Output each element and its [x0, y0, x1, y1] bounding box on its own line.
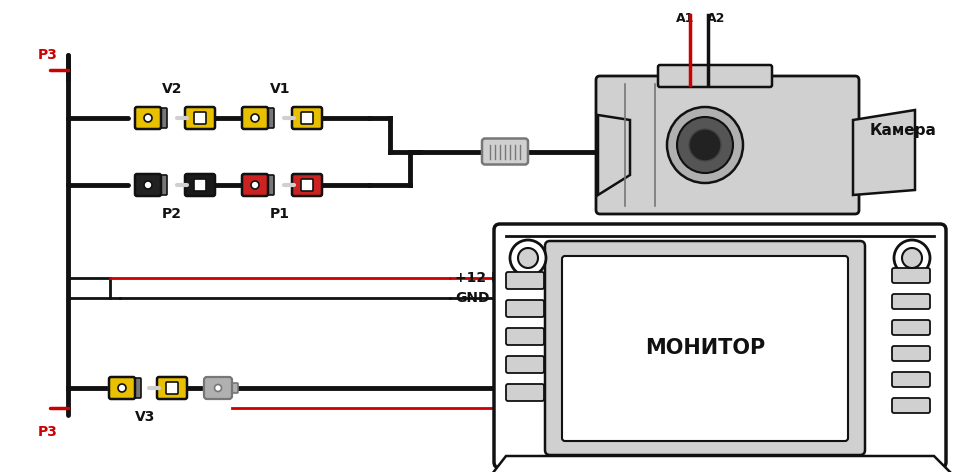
FancyBboxPatch shape — [892, 268, 930, 283]
FancyBboxPatch shape — [185, 174, 215, 196]
FancyBboxPatch shape — [135, 107, 161, 129]
FancyBboxPatch shape — [292, 107, 322, 129]
Text: +12 В: +12 В — [455, 271, 502, 285]
FancyBboxPatch shape — [892, 346, 930, 361]
FancyBboxPatch shape — [109, 377, 135, 399]
FancyBboxPatch shape — [292, 174, 322, 196]
Circle shape — [251, 114, 259, 122]
FancyBboxPatch shape — [506, 384, 544, 401]
FancyBboxPatch shape — [494, 224, 946, 468]
FancyBboxPatch shape — [301, 179, 313, 191]
FancyBboxPatch shape — [545, 241, 865, 455]
Text: GND: GND — [455, 291, 490, 305]
FancyBboxPatch shape — [204, 377, 232, 399]
Circle shape — [894, 240, 930, 276]
FancyBboxPatch shape — [265, 175, 274, 195]
FancyBboxPatch shape — [228, 383, 238, 393]
Text: P1: P1 — [270, 207, 290, 221]
FancyBboxPatch shape — [506, 300, 544, 317]
FancyBboxPatch shape — [157, 377, 187, 399]
Text: V2: V2 — [161, 82, 182, 96]
FancyBboxPatch shape — [892, 320, 930, 335]
FancyBboxPatch shape — [892, 294, 930, 309]
FancyBboxPatch shape — [185, 107, 215, 129]
FancyBboxPatch shape — [596, 76, 859, 214]
Polygon shape — [598, 115, 630, 195]
FancyBboxPatch shape — [506, 272, 544, 289]
Circle shape — [251, 181, 259, 189]
FancyBboxPatch shape — [166, 382, 178, 394]
Text: V1: V1 — [270, 82, 290, 96]
Text: P3: P3 — [38, 425, 58, 439]
FancyBboxPatch shape — [158, 175, 167, 195]
Text: A2: A2 — [707, 12, 725, 25]
FancyBboxPatch shape — [132, 378, 141, 398]
Circle shape — [214, 385, 222, 391]
Polygon shape — [853, 110, 915, 195]
Circle shape — [689, 129, 721, 161]
Text: P3: P3 — [38, 48, 58, 62]
FancyBboxPatch shape — [301, 112, 313, 124]
FancyBboxPatch shape — [482, 138, 528, 165]
Text: МОНИТОР: МОНИТОР — [645, 338, 765, 359]
Polygon shape — [492, 456, 952, 472]
FancyBboxPatch shape — [242, 107, 268, 129]
Text: A1: A1 — [676, 12, 694, 25]
FancyBboxPatch shape — [194, 112, 206, 124]
Circle shape — [667, 107, 743, 183]
FancyBboxPatch shape — [892, 372, 930, 387]
Circle shape — [677, 117, 733, 173]
FancyBboxPatch shape — [658, 65, 772, 87]
Text: Камера: Камера — [870, 123, 937, 137]
FancyBboxPatch shape — [506, 328, 544, 345]
FancyBboxPatch shape — [265, 108, 274, 128]
FancyBboxPatch shape — [892, 398, 930, 413]
FancyBboxPatch shape — [506, 356, 544, 373]
FancyBboxPatch shape — [135, 174, 161, 196]
Circle shape — [518, 248, 538, 268]
FancyBboxPatch shape — [194, 179, 206, 191]
Circle shape — [510, 240, 546, 276]
FancyBboxPatch shape — [242, 174, 268, 196]
Text: V3: V3 — [134, 410, 156, 424]
Circle shape — [144, 114, 152, 122]
FancyBboxPatch shape — [562, 256, 848, 441]
Circle shape — [118, 384, 126, 392]
Circle shape — [144, 181, 152, 189]
FancyBboxPatch shape — [158, 108, 167, 128]
Circle shape — [902, 248, 922, 268]
Text: P2: P2 — [162, 207, 182, 221]
